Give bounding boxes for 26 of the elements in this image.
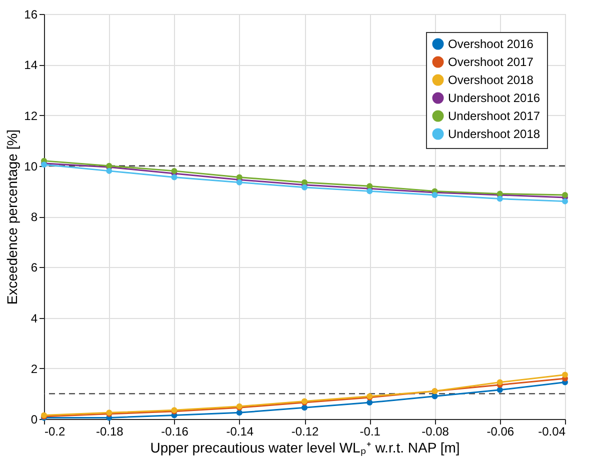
y-tick-label: 10	[24, 159, 38, 174]
x-tick-label: -0.08	[422, 424, 450, 438]
y-tick-label: 12	[24, 108, 38, 123]
legend-label: Overshoot 2018	[448, 73, 534, 87]
legend-label: Overshoot 2017	[448, 55, 534, 69]
x-tick-label: -0.12	[291, 424, 319, 438]
x-tick-label: -0.2	[44, 424, 66, 438]
x-tick-label: -0.06	[486, 424, 514, 438]
x-tick-label: -0.16	[161, 424, 189, 438]
legend-label: Undershoot 2018	[448, 127, 540, 141]
y-tick-label: 14	[24, 58, 38, 72]
y-tick-label: 16	[24, 8, 38, 22]
legend-label: Undershoot 2017	[448, 109, 540, 123]
x-tick-label: -0.04	[538, 424, 566, 438]
y-tick-label: 4	[30, 311, 38, 326]
x-axis-title: Upper precautious water level WLₚ⁺ w.r.t. NAP [m]	[150, 440, 460, 456]
y-tick-label: 0	[30, 412, 38, 426]
y-tick-label: 8	[30, 210, 38, 224]
legend-label: Undershoot 2016	[448, 91, 540, 105]
x-tick-label: -0.18	[96, 424, 124, 438]
y-tick-label: 6	[30, 260, 38, 275]
x-tick-label: -0.1	[360, 424, 381, 438]
y-axis-title: Exceedence percentage [%]	[4, 129, 20, 305]
x-tick-label: -0.14	[226, 424, 254, 438]
y-tick-label: 2	[30, 362, 38, 376]
legend-label: Overshoot 2016	[448, 37, 534, 51]
